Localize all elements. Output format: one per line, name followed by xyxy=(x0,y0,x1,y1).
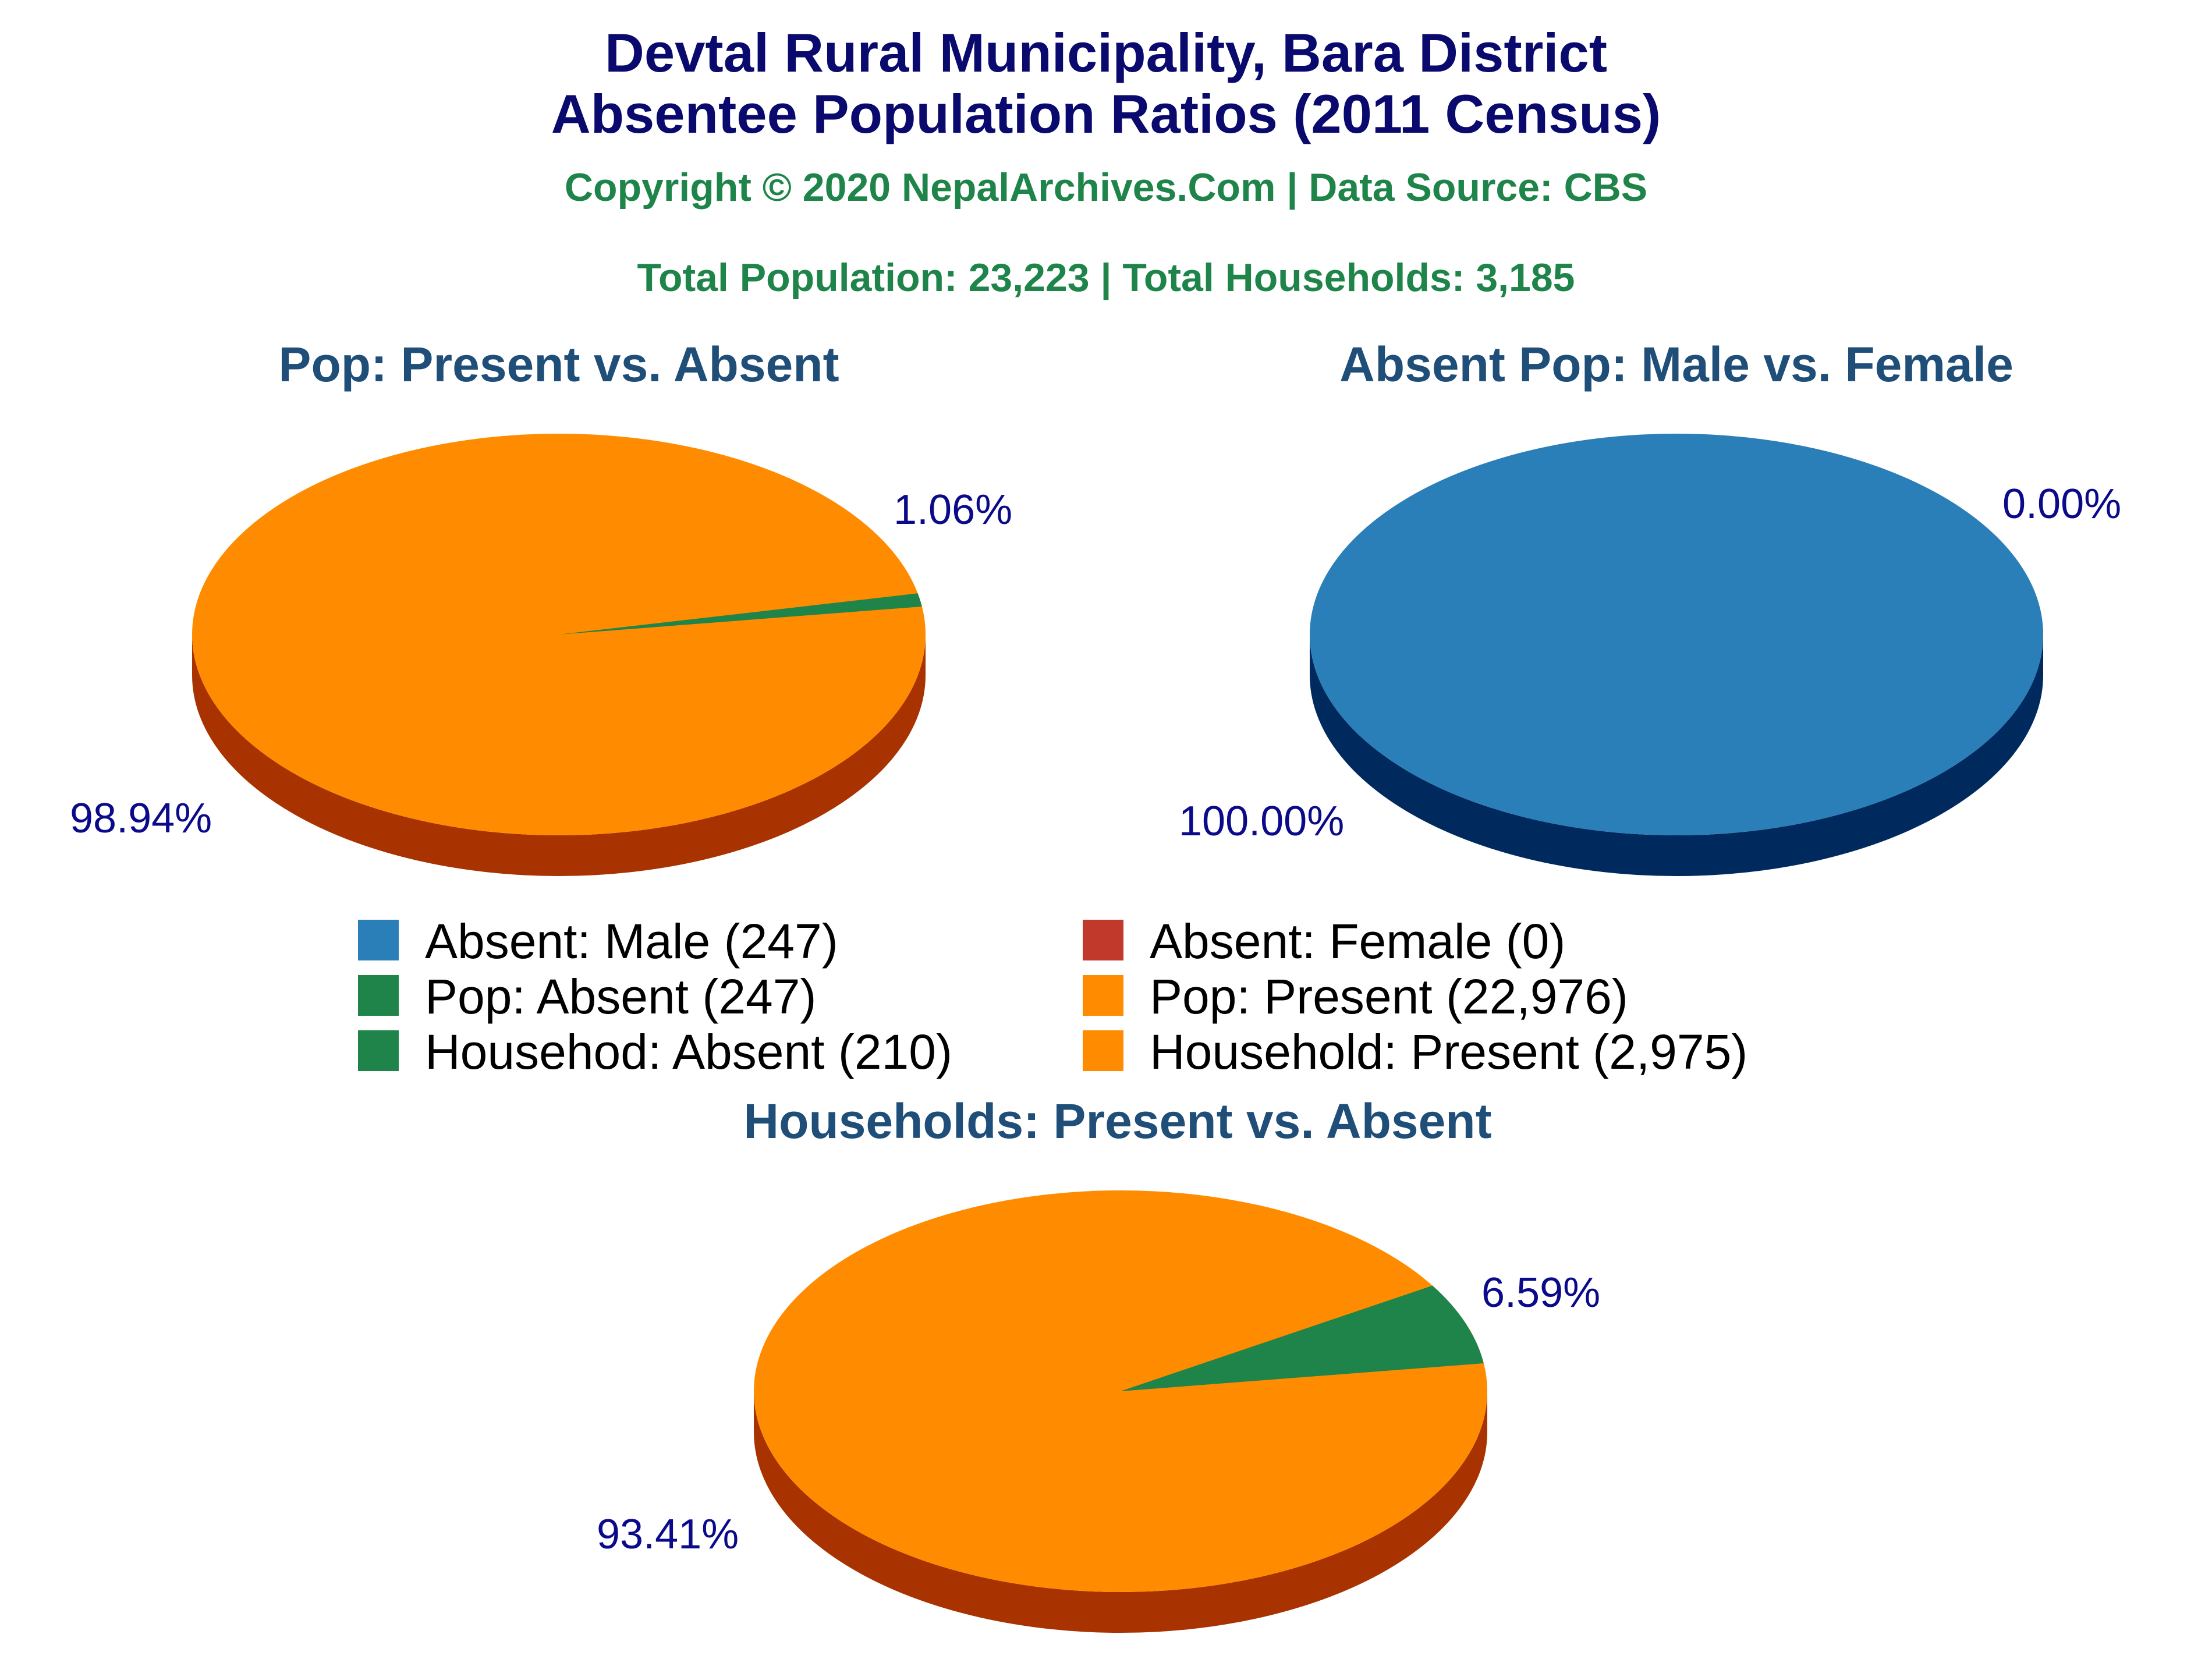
legend-label-household-absent: Househod: Absent (210) xyxy=(425,1025,952,1079)
pie-chart-absent-male-female: 0.00% 100.00% xyxy=(1179,434,2121,876)
pie-percent-label: 0.00% xyxy=(2002,481,2121,527)
legend: Absent: Male (247) Absent: Female (0) Po… xyxy=(358,914,1747,1079)
legend-swatch-pop-present xyxy=(1083,975,1123,1016)
pie-percent-label: 1.06% xyxy=(894,487,1012,533)
main-title-line-2: Absentee Population Ratios (2011 Census) xyxy=(551,83,1661,144)
pie-percent-label: 6.59% xyxy=(1481,1270,1600,1316)
pie-side-wall xyxy=(1310,634,2043,876)
pie-slice-absent-male xyxy=(1310,434,2043,835)
pie-percent-label: 98.94% xyxy=(70,795,212,842)
pie-chart-households-present-absent: 6.59% 93.41% xyxy=(597,1190,1600,1633)
main-title-line-1: Devtal Rural Municipality, Bara District xyxy=(605,22,1607,83)
chart-title-absent-male-female: Absent Pop: Male vs. Female xyxy=(1339,337,2014,392)
pie-side-wall xyxy=(192,634,926,876)
legend-label-absent-male: Absent: Male (247) xyxy=(425,914,838,969)
legend-swatch-absent-male xyxy=(358,920,399,960)
totals-line: Total Population: 23,223 | Total Househo… xyxy=(637,256,1575,300)
pie-slice-pop-absent xyxy=(559,593,922,634)
legend-label-absent-female: Absent: Female (0) xyxy=(1150,914,1565,969)
legend-label-pop-absent: Pop: Absent (247) xyxy=(425,969,816,1024)
pie-side-wall xyxy=(754,1391,1487,1633)
pie-percent-label: 100.00% xyxy=(1179,798,1344,845)
copyright-line: Copyright © 2020 NepalArchives.Com | Dat… xyxy=(565,165,1647,210)
legend-swatch-household-present xyxy=(1083,1030,1123,1071)
chart-title-pop-present-absent: Pop: Present vs. Absent xyxy=(278,337,839,392)
legend-label-household-present: Household: Present (2,975) xyxy=(1150,1025,1747,1079)
legend-label-pop-present: Pop: Present (22,976) xyxy=(1150,969,1628,1024)
pie-percent-label: 93.41% xyxy=(597,1511,739,1558)
chart-title-households-present-absent: Households: Present vs. Absent xyxy=(743,1094,1491,1148)
pie-chart-pop-present-absent: 1.06% 98.94% xyxy=(70,434,1012,876)
pie-slice-househod-absent xyxy=(1121,1285,1484,1391)
legend-swatch-household-absent xyxy=(358,1030,399,1071)
legend-swatch-pop-absent xyxy=(358,975,399,1016)
legend-swatch-absent-female xyxy=(1083,920,1123,960)
